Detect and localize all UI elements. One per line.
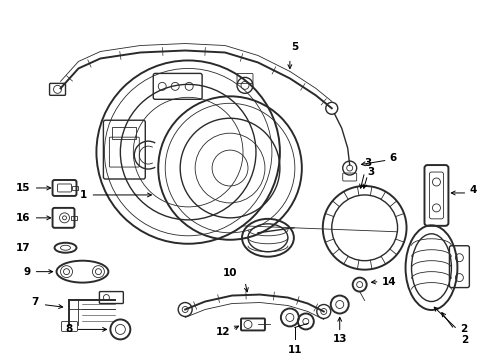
Text: 7: 7 (31, 297, 39, 306)
Text: 11: 11 (288, 345, 302, 355)
Text: 1: 1 (80, 190, 87, 200)
Text: 10: 10 (223, 267, 237, 278)
Text: 17: 17 (16, 243, 30, 253)
Bar (112, 127, 136, 139)
Text: 14: 14 (382, 276, 396, 287)
Bar (73, 186, 78, 190)
Text: 9: 9 (24, 267, 30, 276)
Text: 16: 16 (16, 213, 30, 223)
Text: 15: 15 (16, 183, 30, 193)
Text: 13: 13 (333, 334, 347, 345)
Text: 5: 5 (291, 42, 298, 53)
Text: 6: 6 (390, 153, 397, 163)
Text: 2: 2 (462, 336, 468, 345)
Text: 4: 4 (469, 185, 477, 195)
Text: 3: 3 (364, 158, 371, 168)
Bar (72, 216, 77, 220)
Text: 2: 2 (461, 324, 467, 334)
Text: 12: 12 (216, 327, 230, 337)
Text: 3: 3 (368, 167, 375, 177)
Text: 8: 8 (65, 324, 73, 334)
